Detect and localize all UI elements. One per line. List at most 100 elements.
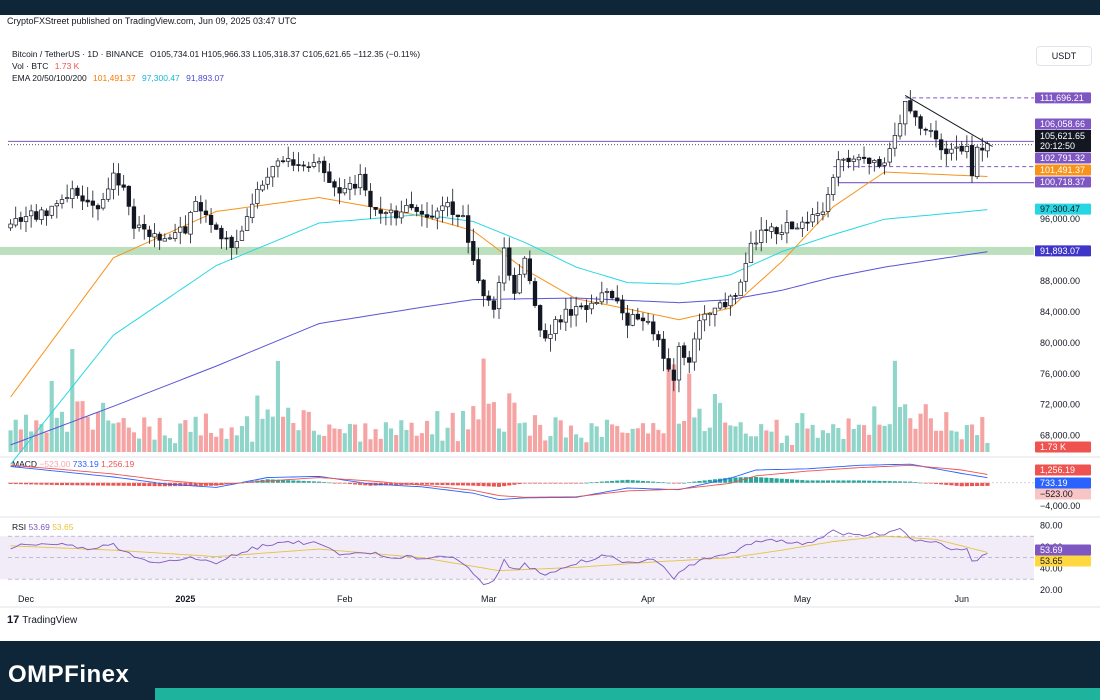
volume-bar	[707, 427, 712, 452]
candle-down	[34, 211, 39, 220]
volume-value: 1.73 K	[54, 61, 80, 71]
volume-bar	[13, 419, 18, 452]
candle-up	[445, 202, 450, 208]
candle-up	[347, 183, 353, 190]
symbol-name[interactable]: Bitcoin / TetherUS · 1D · BINANCE	[12, 49, 144, 59]
volume-bar	[455, 441, 460, 452]
descending-trendline	[904, 95, 993, 147]
volume-bar	[820, 430, 825, 452]
candle-up	[136, 224, 142, 228]
ohlc-values: O105,734.01 H105,966.33 L105,318.37 C105…	[150, 49, 421, 59]
macd-histogram-bar	[106, 482, 111, 486]
candle-down	[147, 229, 152, 237]
candle-up	[404, 204, 409, 213]
macd-line	[10, 463, 988, 501]
time-axis-tick: Apr	[641, 594, 655, 604]
volume-bar	[234, 435, 239, 452]
macd-histogram-bar	[635, 480, 640, 483]
volume-bar	[903, 404, 908, 452]
currency-selector[interactable]: USDT	[1036, 46, 1092, 66]
macd-histogram-bar	[851, 480, 856, 483]
rsi-ma-label-bg	[1035, 555, 1091, 567]
candle-down	[867, 157, 872, 164]
volume-bar	[969, 424, 975, 452]
candle-up	[697, 320, 702, 340]
support-zone	[0, 246, 1034, 255]
candle-up	[496, 282, 502, 310]
macd-histogram-bar	[810, 480, 815, 483]
volume-bar	[682, 420, 687, 452]
price-label-10149137-bg	[1035, 164, 1091, 176]
price-axis-tick: 68,000.00	[1040, 431, 1080, 441]
candle-down	[512, 274, 517, 294]
candle-up	[856, 156, 862, 161]
volume-bar	[245, 416, 250, 452]
macd-histogram-bar	[980, 482, 985, 486]
ema-legend: EMA 20/50/100/200 101,491.37 97,300.47 9…	[12, 73, 228, 83]
volume-bar	[59, 411, 65, 452]
candle-up	[630, 314, 635, 326]
candle-down	[198, 202, 203, 212]
tradingview-logo-icon: 17	[7, 614, 20, 626]
candle-up	[825, 194, 831, 212]
volume-bar	[810, 424, 815, 452]
macd-histogram-bar	[13, 482, 18, 485]
volume-bar	[610, 424, 615, 452]
volume-bar	[574, 434, 579, 452]
volume-bar	[85, 416, 90, 452]
volume-bar	[90, 429, 95, 452]
macd-histogram-bar	[944, 482, 949, 485]
candle-up	[743, 263, 748, 282]
candle-down	[291, 159, 296, 166]
macd-histogram-bar	[903, 481, 908, 483]
macd-histogram-bar	[455, 482, 460, 486]
volume-bar	[80, 401, 85, 452]
volume-bar	[183, 420, 188, 452]
macd-histogram-bar	[131, 482, 137, 486]
macd-histogram-bar	[553, 482, 558, 484]
rsi-title[interactable]: RSI	[12, 522, 27, 532]
macd-histogram-bar	[748, 477, 753, 483]
volume-bar	[347, 423, 352, 452]
volume-label[interactable]: Vol · BTC	[12, 61, 49, 71]
volume-bar	[661, 433, 666, 452]
price-axis-tick: 72,000.00	[1040, 400, 1080, 410]
macd-histogram-bar	[481, 482, 486, 487]
price-chart[interactable]: 68,000.00 72,000.00 76,000.00 80,000.00 84,0…	[0, 0, 1100, 641]
volume-bar	[65, 431, 70, 452]
macd-histogram-bar	[54, 482, 59, 485]
volume-bar	[466, 429, 471, 452]
macd-histogram-bar	[579, 482, 584, 484]
volume-bar	[692, 417, 697, 452]
macd-histogram-bar	[640, 480, 646, 483]
macd-histogram-bar	[815, 480, 820, 483]
macd-histogram-bar	[543, 482, 548, 484]
volume-bar	[23, 414, 29, 452]
volume-bar	[54, 417, 59, 452]
volume-bar	[985, 442, 990, 452]
macd-histogram-bar	[126, 482, 131, 486]
volume-bar	[800, 413, 805, 452]
candle-down	[224, 237, 229, 240]
macd-histogram-bar	[34, 482, 39, 485]
volume-bar	[383, 422, 388, 452]
macd-histogram-bar	[651, 481, 656, 483]
candle-down	[723, 301, 728, 308]
tradingview-logo[interactable]: 17 TradingView	[7, 614, 77, 626]
price-label-10605866-bg	[1035, 118, 1091, 130]
volume-bar	[394, 435, 399, 452]
macd-histogram-value: −523.00	[39, 459, 71, 469]
ema-label[interactable]: EMA 20/50/100/200	[12, 73, 87, 83]
volume-bar	[188, 431, 193, 452]
macd-histogram-bar	[527, 482, 532, 484]
volume-bar	[697, 408, 702, 452]
time-axis-tick: Dec	[18, 594, 35, 604]
candle-down	[85, 199, 90, 203]
candle-down	[805, 221, 810, 224]
macd-histogram-bar	[841, 480, 846, 483]
candle-up	[589, 302, 594, 310]
candle-down	[219, 227, 224, 240]
macd-title[interactable]: MACD	[12, 459, 38, 469]
volume-bar	[748, 436, 753, 452]
volume-bar	[743, 433, 748, 452]
